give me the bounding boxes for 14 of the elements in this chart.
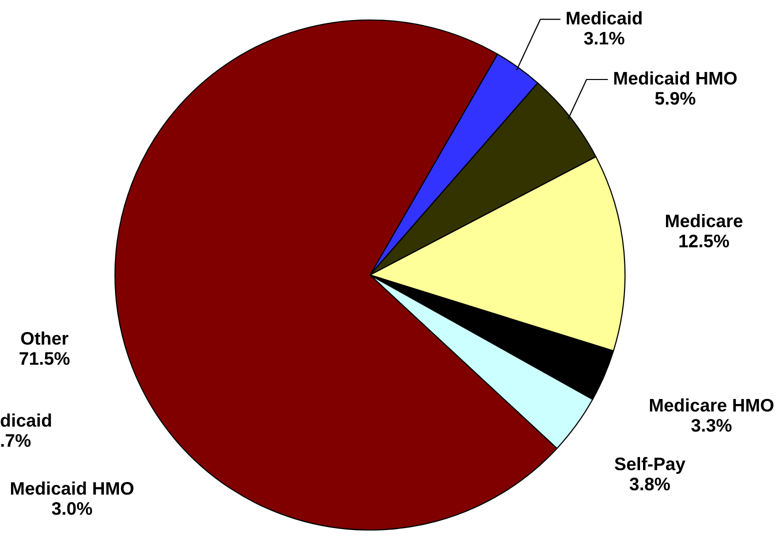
- data-label: 5.9%: [655, 92, 696, 105]
- slice-label: Medicaid HMO: [614, 71, 737, 85]
- data-label: 71.5%: [20, 352, 70, 365]
- text: Medicaid HMO 3.0%: [11, 482, 134, 515]
- slice-label: Self-Pay: [614, 457, 686, 474]
- slice-label: Medicare HMO: [650, 398, 774, 412]
- data-label: 3.1%: [584, 32, 624, 45]
- slice-label: Medicaid: [566, 11, 642, 24]
- text: dicaid .7%: [0, 414, 51, 447]
- data-label: 12.5%: [679, 234, 730, 248]
- data-label: 3.3%: [691, 418, 732, 432]
- slice-label: Medicare: [666, 214, 742, 228]
- slice-label: Other: [21, 332, 68, 345]
- data-label: 3.8%: [630, 478, 670, 490]
